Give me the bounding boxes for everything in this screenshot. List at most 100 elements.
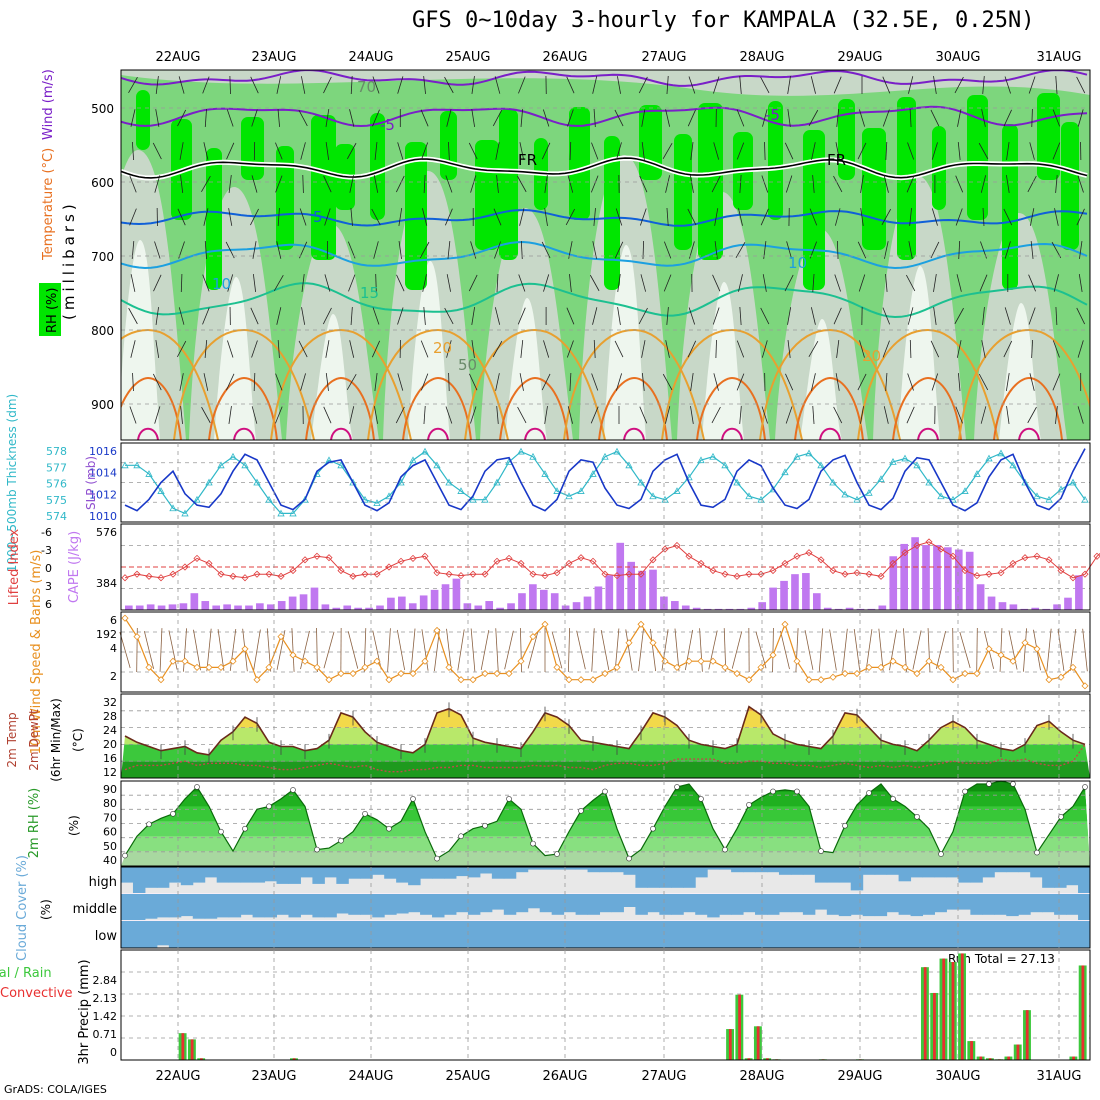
- cloud-bar: [623, 867, 636, 875]
- wind-barb: [787, 76, 791, 94]
- wind-speed-point: [445, 663, 453, 671]
- cape-bar: [1009, 604, 1018, 610]
- wind-barb: [154, 241, 161, 259]
- cloud-bar: [455, 894, 469, 913]
- cloud-bar: [503, 921, 517, 948]
- cloud-bar: [922, 894, 935, 915]
- wind-barb: [155, 76, 159, 94]
- wind-barb: [980, 406, 987, 424]
- thickness-point: [613, 447, 621, 455]
- temp-tick: 16: [103, 752, 117, 765]
- lifted-index-point: [301, 556, 309, 564]
- cloud-bar: [587, 921, 601, 948]
- cloud-bar: [575, 894, 589, 915]
- cloud-bar: [408, 921, 421, 948]
- wind-barb: [980, 175, 987, 193]
- cloud-bar: [647, 894, 660, 913]
- wind-barb: [930, 340, 940, 358]
- rh-point: [818, 848, 824, 854]
- wind-barb: [350, 207, 353, 227]
- contour-25: [499, 376, 569, 440]
- wind-speed-point: [649, 639, 657, 647]
- lifted-index-point: [409, 554, 417, 562]
- cloud-bar: [838, 921, 852, 948]
- wind-barb: [834, 208, 841, 226]
- thickness-point: [757, 495, 765, 503]
- wind-barb: [982, 307, 985, 325]
- cloud-bar: [144, 894, 158, 919]
- wind-speed-point: [673, 663, 681, 671]
- temp-tick: 32: [103, 696, 117, 709]
- cloud-bar: [479, 921, 493, 948]
- contour-15: [121, 282, 1088, 319]
- thickness-point: [961, 487, 969, 494]
- lifted-index-point: [121, 574, 129, 582]
- wind-barb: [565, 208, 575, 226]
- upper-dry-band: [121, 70, 1090, 96]
- wind-speed-point: [1045, 676, 1053, 684]
- wind-barb: [687, 109, 696, 127]
- surface-wind-barb: [600, 629, 610, 671]
- surface-wind-barb: [1023, 628, 1027, 672]
- wind-barb: [882, 109, 890, 127]
- cape-bar: [834, 608, 843, 610]
- wind-barb: [517, 307, 526, 325]
- rh-point: [170, 811, 176, 817]
- contour-30: [1018, 427, 1040, 440]
- wind-barb: [226, 109, 234, 127]
- surface-wind-barb: [649, 628, 657, 672]
- very-dry-core: [999, 303, 1041, 440]
- cloud-bar: [396, 894, 409, 914]
- cape-bar: [856, 608, 865, 610]
- cloud-bar: [1006, 894, 1019, 917]
- rh-point: [386, 825, 392, 832]
- wind-barb: [592, 76, 598, 94]
- wind-barb: [981, 109, 986, 127]
- thickness-point: [565, 492, 573, 500]
- rh-point: [1010, 781, 1016, 787]
- rh-tick: 90: [103, 783, 117, 796]
- wind-barb: [688, 76, 696, 94]
- wind-barb: [930, 109, 940, 127]
- wind-speed-point: [853, 669, 861, 678]
- dewpoint-axis-label: 2m DewPt: [27, 709, 41, 771]
- wind-barb: [810, 307, 816, 325]
- cape-bar: [944, 547, 952, 610]
- cloud-bar: [826, 867, 840, 883]
- wind-barb: [738, 208, 743, 226]
- wind-barb: [835, 142, 840, 160]
- date-label-bottom: 27AUG: [641, 1069, 686, 1084]
- temp-band: [121, 727, 1090, 745]
- convective-bar: [181, 1033, 185, 1060]
- cloud-bar: [970, 867, 983, 883]
- thickness-point: [841, 490, 849, 498]
- cloud-bar: [946, 867, 959, 878]
- cape-bar: [561, 605, 570, 610]
- cloud-bar: [444, 867, 457, 879]
- surface-wind-barb: [999, 628, 1003, 672]
- precip-tick: 2.84: [93, 974, 118, 987]
- wind-barb: [760, 208, 769, 226]
- wind-speed-point: [289, 651, 297, 659]
- cloud-bar: [958, 894, 971, 910]
- cloud-bar: [778, 894, 792, 913]
- lifted-index-point: [169, 570, 177, 578]
- wind-barb: [566, 340, 574, 358]
- lifted-index-point: [661, 545, 669, 553]
- cape-bar: [976, 584, 985, 610]
- lifted-index-point: [541, 572, 549, 580]
- wind-barb: [665, 406, 671, 424]
- thickness-point: [865, 488, 873, 496]
- contour-25: [598, 376, 668, 440]
- wind-barb: [1029, 373, 1035, 391]
- convective-bar: [756, 1026, 760, 1060]
- wind-barb: [325, 373, 329, 391]
- cloud-bar: [790, 867, 804, 875]
- cloud-bar: [647, 921, 660, 948]
- cloud-bar: [886, 867, 900, 875]
- cloud-bar: [348, 921, 361, 948]
- wind-barb: [666, 207, 669, 227]
- wind-speed-point: [925, 657, 933, 665]
